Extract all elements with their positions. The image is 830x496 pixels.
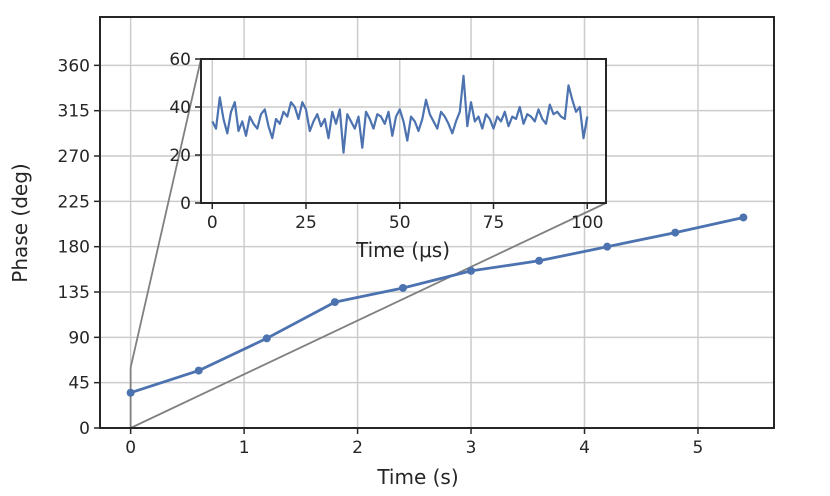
inset-y-tick-label: 60: [169, 50, 191, 70]
main-y-tick-label: 45: [68, 374, 90, 394]
inset-y-tick-label: 40: [169, 98, 191, 118]
inset-x-tick-label: 50: [389, 213, 411, 233]
main-data-point: [739, 213, 748, 222]
main-plot-frame: [99, 16, 775, 429]
main-y-tick-label: 135: [58, 283, 90, 303]
main-data-point: [194, 366, 203, 375]
inset-x-tick-label: 100: [571, 213, 603, 233]
inset-x-axis-label: Time (μs): [355, 238, 450, 262]
main-data-point: [262, 334, 271, 343]
main-data-point: [398, 283, 407, 292]
main-x-ticks: 0 1 2 3 4 5: [125, 428, 703, 458]
main-y-tick-label: 225: [58, 192, 90, 212]
inset-x-tick-label: 75: [483, 213, 505, 233]
inset-series: [211, 74, 589, 154]
main-x-tick-label: 0: [125, 438, 136, 458]
inset-background: [201, 59, 606, 203]
main-x-axis-label: Time (s): [376, 465, 458, 489]
main-series: [126, 213, 748, 397]
main-data-point: [603, 242, 612, 251]
main-series-line: [130, 216, 744, 395]
main-x-tick-label: 2: [352, 438, 363, 458]
main-y-tick-label: 315: [58, 102, 90, 122]
inset-x-tick-label: 25: [295, 213, 317, 233]
zoom-connector-lower: [130, 202, 607, 429]
zoom-indicator-lines: [129, 58, 607, 429]
inset-y-ticks: 0 20 40 60: [169, 50, 201, 214]
inset-series-line: [211, 74, 589, 154]
main-x-tick-label: 3: [466, 438, 477, 458]
main-y-axis-label: Phase (deg): [8, 163, 32, 282]
inset-y-tick-label: 20: [169, 146, 191, 166]
main-data-point: [467, 266, 476, 275]
main-y-tick-label: 180: [58, 238, 90, 258]
main-y-tick-label: 270: [58, 147, 90, 167]
zoom-connector-upper: [129, 58, 202, 368]
main-x-tick-label: 5: [693, 438, 704, 458]
main-x-tick-label: 4: [579, 438, 590, 458]
inset-axes: 0 25 50 75 100 0 20 40 60: [169, 50, 607, 233]
main-y-tick-label: 90: [68, 328, 90, 348]
main-data-point: [671, 228, 680, 237]
main-data-point: [330, 298, 339, 307]
main-x-tick-label: 1: [239, 438, 250, 458]
main-y-tick-label: 360: [58, 56, 90, 76]
main-y-tick-label: 0: [79, 419, 90, 439]
inset-y-tick-label: 0: [180, 194, 191, 214]
main-y-ticks: 0 45 90 135 180 225 270 315 360: [58, 56, 100, 439]
main-data-point: [535, 256, 544, 265]
inset-plot-frame: [200, 58, 607, 204]
inset-x-tick-label: 0: [207, 213, 218, 233]
inset-x-ticks: 0 25 50 75 100: [207, 203, 603, 233]
main-data-point: [126, 388, 135, 397]
